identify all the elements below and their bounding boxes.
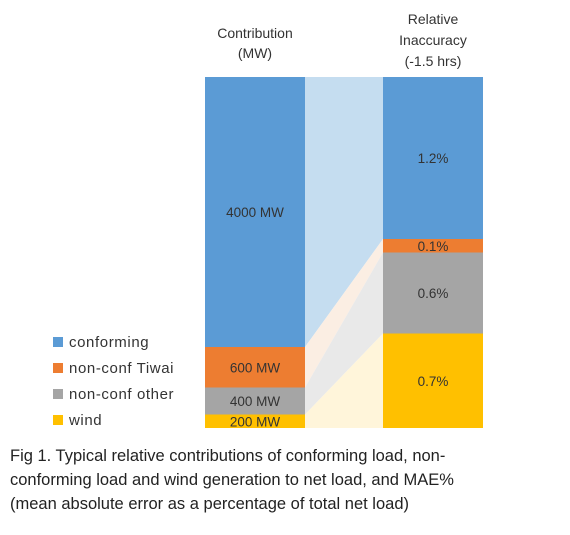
caption-line: (mean absolute error as a percentage of … bbox=[10, 495, 409, 513]
column-titles: Contribution (MW) Relative Inaccuracy (-1.5 … bbox=[217, 11, 467, 69]
connector-3 bbox=[305, 333, 383, 428]
legend-label: wind bbox=[68, 412, 102, 429]
contribution-label: 200 MW bbox=[230, 414, 281, 429]
column-title: (-1.5 hrs) bbox=[405, 53, 462, 69]
connector-2 bbox=[305, 252, 383, 415]
legend: conforming non-conf Tiwai non-conf other wi… bbox=[53, 334, 174, 429]
inaccuracy-label: 0.7% bbox=[418, 374, 449, 389]
legend-label: non-conf other bbox=[69, 386, 174, 403]
contribution-label: 4000 MW bbox=[226, 205, 284, 220]
contribution-bar-segment bbox=[205, 414, 305, 428]
legend-swatch bbox=[53, 389, 63, 399]
inaccuracy-label: 0.1% bbox=[418, 239, 449, 254]
legend-swatch bbox=[53, 363, 63, 373]
contribution-bar-segment bbox=[205, 387, 305, 415]
legend-swatch bbox=[53, 337, 63, 347]
inaccuracy-bar-segment bbox=[383, 239, 483, 253]
inaccuracy-bar-segment bbox=[383, 252, 483, 334]
stacked-bars bbox=[205, 77, 483, 428]
column-title: (MW) bbox=[238, 45, 272, 61]
connector-bands bbox=[305, 77, 383, 428]
contribution-label: 600 MW bbox=[230, 360, 281, 375]
contribution-label: 400 MW bbox=[230, 394, 281, 409]
inaccuracy-bar-segment bbox=[383, 77, 483, 239]
connector-0 bbox=[305, 77, 383, 347]
column-title: Relative bbox=[408, 11, 459, 27]
column-title: Contribution bbox=[217, 25, 293, 41]
legend-swatch bbox=[53, 415, 63, 425]
legend-label: conforming bbox=[69, 334, 149, 351]
connector-1 bbox=[305, 239, 383, 388]
inaccuracy-label: 1.2% bbox=[418, 151, 449, 166]
inaccuracy-label: 0.6% bbox=[418, 286, 449, 301]
contribution-bar-segment bbox=[205, 347, 305, 388]
caption-line: conforming load and wind generation to n… bbox=[10, 471, 454, 489]
legend-label: non-conf Tiwai bbox=[69, 360, 174, 377]
contribution-bar-segment bbox=[205, 77, 305, 347]
segment-labels: 4000 MW 1.2% 600 MW 0.1% 400 MW 0.6% 200 MW 0.7… bbox=[226, 151, 448, 429]
column-title: Inaccuracy bbox=[399, 32, 467, 48]
caption-line: Fig 1. Typical relative contributions of… bbox=[10, 447, 446, 465]
inaccuracy-bar-segment bbox=[383, 333, 483, 428]
